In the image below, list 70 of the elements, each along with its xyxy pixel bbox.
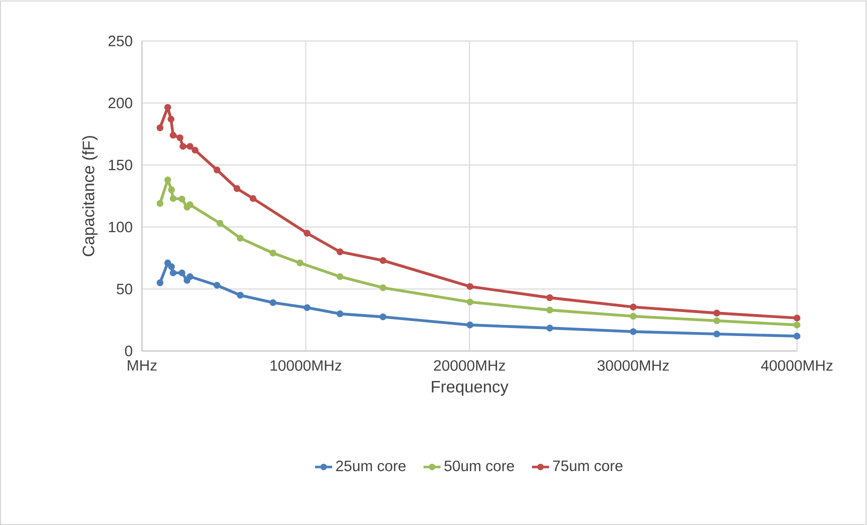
point	[164, 260, 172, 266]
x-tick-label: MHz	[128, 360, 157, 371]
point	[170, 195, 177, 202]
point	[168, 116, 174, 123]
point	[466, 322, 474, 328]
point	[304, 304, 310, 311]
point	[168, 263, 175, 270]
point	[186, 273, 194, 280]
point	[176, 134, 184, 142]
point	[170, 132, 177, 139]
point	[546, 306, 554, 314]
point	[180, 143, 186, 150]
point	[250, 195, 256, 202]
point	[546, 294, 554, 302]
point	[794, 322, 800, 328]
point	[214, 282, 220, 289]
point	[178, 269, 186, 276]
point	[156, 200, 164, 207]
point	[270, 250, 276, 256]
point	[164, 104, 172, 111]
point	[192, 146, 198, 154]
point	[630, 304, 637, 310]
point	[186, 201, 194, 208]
point	[156, 124, 164, 132]
point	[214, 166, 220, 174]
point	[466, 283, 474, 290]
point	[184, 276, 190, 284]
point	[164, 176, 172, 184]
point	[630, 312, 637, 320]
point	[713, 317, 720, 324]
y-axis-title: Capacitance (fF)	[82, 136, 98, 256]
point	[234, 185, 240, 192]
x-tick-label: 30000MHz	[598, 360, 669, 371]
point	[794, 332, 800, 340]
point	[186, 143, 194, 150]
point	[178, 196, 186, 202]
point	[630, 328, 637, 336]
y-tick-label: 100	[108, 222, 132, 232]
point	[156, 279, 164, 286]
x-tick-label: 40000MHz	[761, 360, 833, 371]
point	[168, 186, 175, 194]
point	[170, 269, 177, 276]
y-tick-label: 200	[108, 98, 132, 108]
point	[546, 324, 554, 332]
point	[713, 330, 720, 338]
point	[236, 292, 244, 299]
legend-label: 50um core	[444, 460, 514, 472]
point	[296, 260, 304, 266]
point	[304, 230, 310, 237]
x-axis-title: Frequency	[432, 381, 508, 396]
y-tick-label: 50	[116, 284, 132, 294]
point	[794, 314, 800, 322]
point	[380, 257, 386, 264]
legend-label: 25um core	[336, 460, 406, 472]
y-tick-label: 0	[125, 346, 132, 356]
legend-label: 75um core	[553, 460, 622, 472]
y-tick-label: 150	[108, 160, 132, 170]
y-tick-label: 250	[108, 36, 132, 46]
x-tick-label: 10000MHz	[270, 360, 342, 371]
point	[713, 310, 720, 316]
point	[466, 298, 474, 306]
point	[216, 220, 224, 227]
point	[236, 234, 244, 242]
point	[270, 299, 276, 306]
x-tick-label: 20000MHz	[434, 360, 506, 371]
point	[336, 310, 344, 318]
point	[336, 273, 344, 280]
point	[380, 284, 386, 292]
point	[336, 248, 344, 256]
point	[380, 314, 386, 320]
